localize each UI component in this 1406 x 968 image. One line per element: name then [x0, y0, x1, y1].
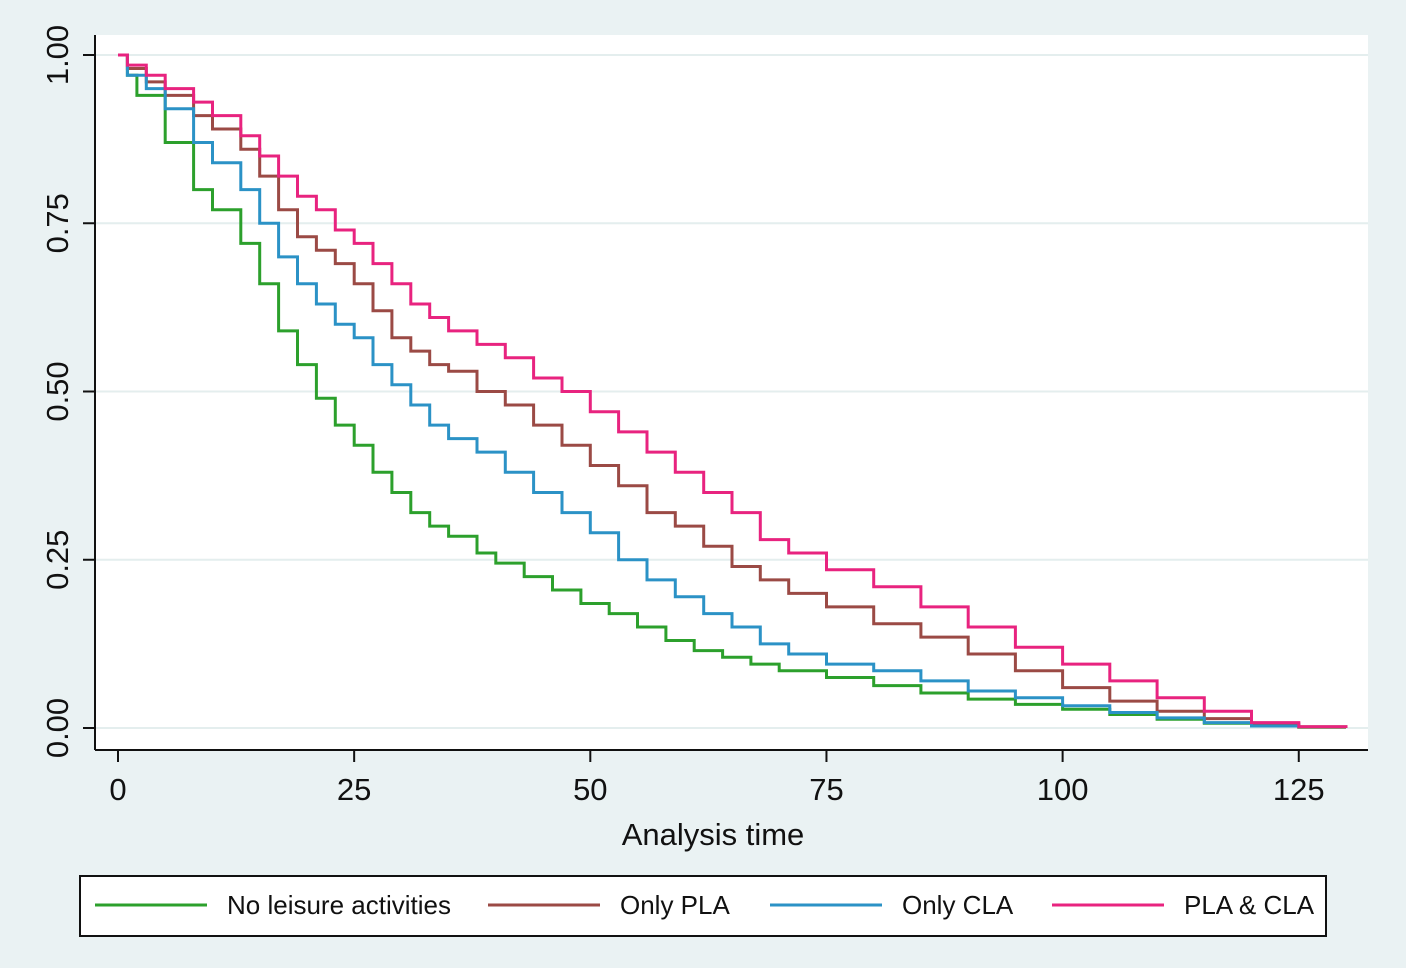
series-line: [118, 53, 1301, 728]
y-tick-label: 0.75: [40, 193, 75, 253]
series-lines: [118, 53, 1348, 729]
y-axis-ticks: 0.00 0.25 0.50 0.75 1.00: [40, 25, 95, 758]
x-tick-label: 50: [573, 772, 607, 807]
x-tick-label: 25: [337, 772, 371, 807]
y-tick-label: 1.00: [40, 25, 75, 85]
x-tick-label: 125: [1273, 772, 1325, 807]
x-tick-label: 100: [1037, 772, 1089, 807]
legend-label: PLA & CLA: [1184, 890, 1315, 920]
y-tick-label: 0.00: [40, 698, 75, 758]
legend-label: Only CLA: [902, 890, 1014, 920]
legend-items: No leisure activities Only PLA Only CLA PLA…: [95, 890, 1315, 920]
x-axis-ticks: 0 25 50 75 100 125: [109, 750, 1325, 807]
y-tick-label: 0.50: [40, 361, 75, 421]
series-line: [118, 53, 1348, 729]
x-axis-title: Analysis time: [622, 817, 805, 852]
series-line: [118, 53, 1348, 729]
x-tick-label: 0: [109, 772, 126, 807]
legend: No leisure activities Only PLA Only CLA PLA…: [79, 875, 1327, 937]
y-tick-label: 0.25: [40, 530, 75, 590]
legend-label: Only PLA: [620, 890, 730, 920]
legend-label: No leisure activities: [227, 890, 451, 920]
x-tick-label: 75: [809, 772, 843, 807]
series-line: [118, 53, 1348, 729]
